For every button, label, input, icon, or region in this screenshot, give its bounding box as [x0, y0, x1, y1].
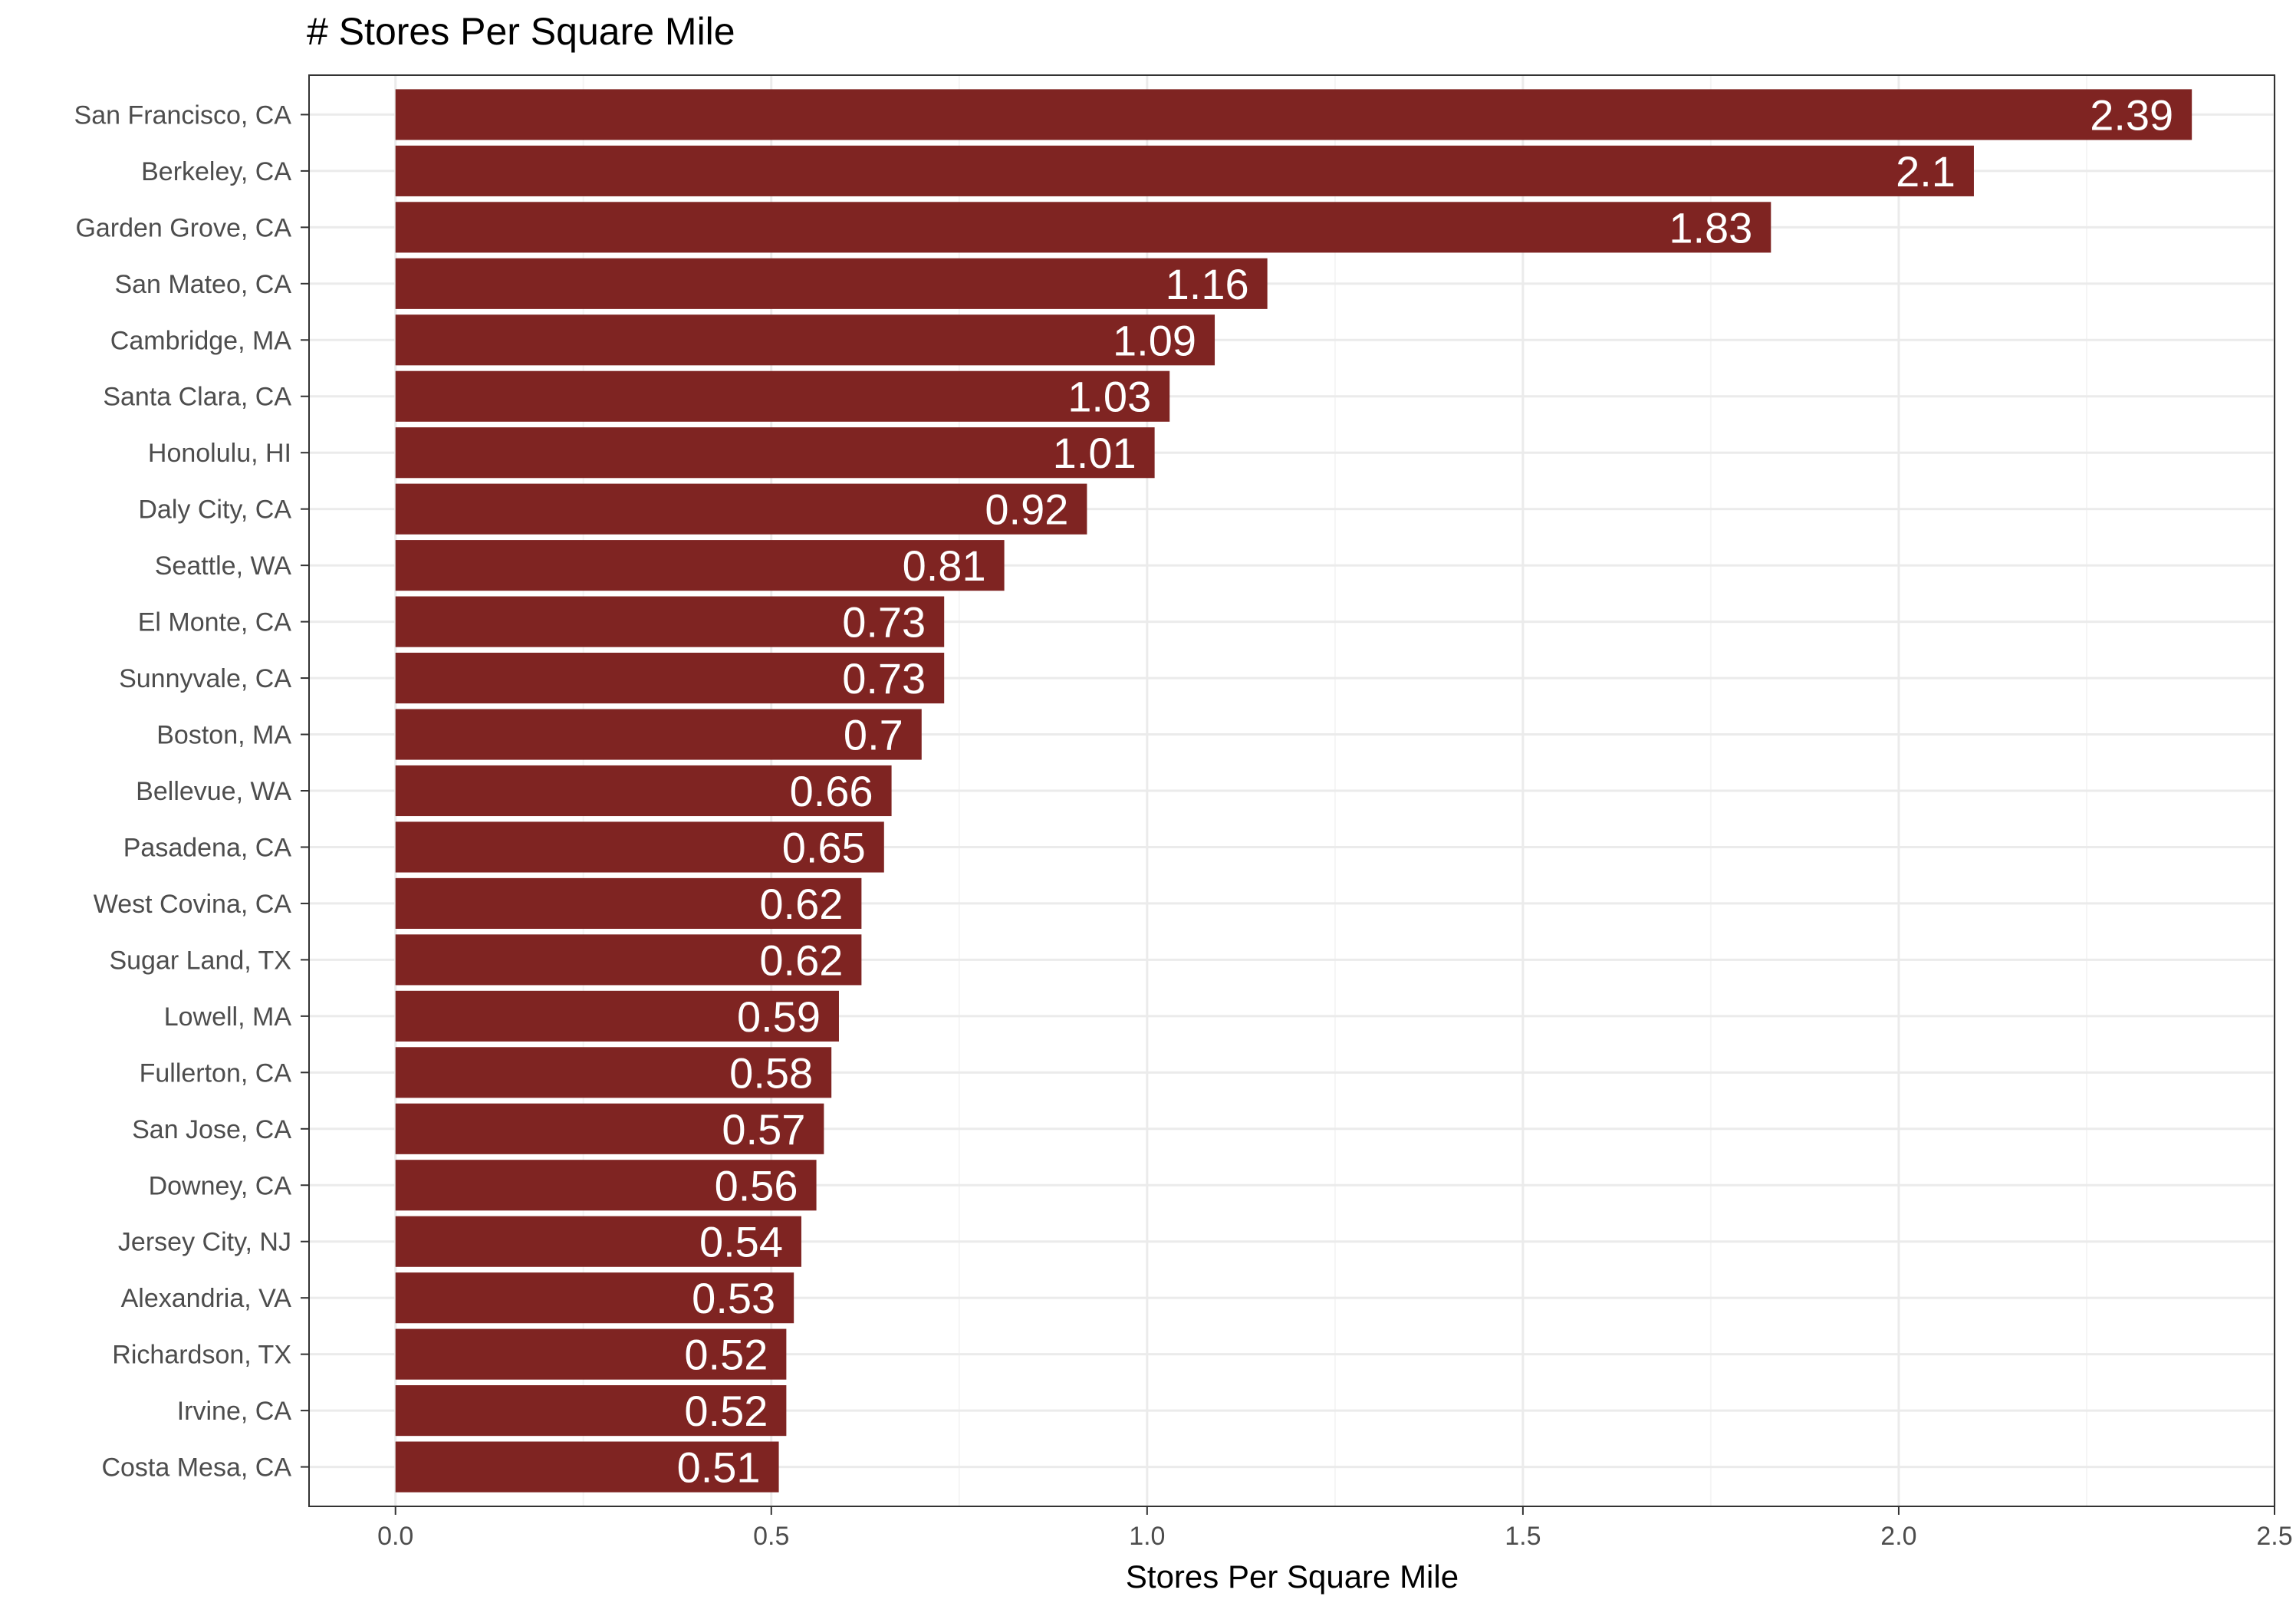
- bar-value-label: 2.39: [2090, 91, 2173, 139]
- bar-value-label: 0.66: [790, 767, 873, 815]
- bar-value-label: 0.53: [692, 1274, 775, 1322]
- bar: [395, 1441, 779, 1493]
- bar-value-label: 0.56: [715, 1161, 798, 1210]
- bar: [395, 709, 922, 760]
- x-tick-label: 1.5: [1505, 1522, 1541, 1551]
- bar-value-label: 0.65: [782, 823, 866, 871]
- y-tick-label: Alexandria, VA: [121, 1284, 292, 1313]
- bar: [395, 653, 945, 704]
- y-tick-label: West Covina, CA: [94, 890, 292, 919]
- y-tick-label: Sugar Land, TX: [109, 946, 291, 975]
- y-tick-label: Honolulu, HI: [148, 439, 291, 468]
- bar-value-label: 0.54: [699, 1218, 783, 1266]
- bar: [395, 540, 1005, 591]
- bar-value-label: 0.59: [737, 992, 821, 1041]
- bar-value-label: 1.03: [1067, 373, 1151, 421]
- x-tick-label: 1.0: [1129, 1522, 1165, 1551]
- y-tick-label: Fullerton, CA: [140, 1058, 292, 1088]
- y-tick-label: Lowell, MA: [164, 1002, 292, 1032]
- y-tick-label: Richardson, TX: [112, 1341, 291, 1370]
- bar: [395, 821, 884, 873]
- y-tick-label: Costa Mesa, CA: [101, 1453, 291, 1483]
- x-tick-label: 2.5: [2256, 1522, 2292, 1551]
- bar: [395, 990, 839, 1042]
- bar: [395, 1385, 787, 1437]
- bar-value-label: 1.83: [1669, 203, 1752, 252]
- bar-value-label: 0.58: [729, 1048, 813, 1097]
- bar-value-label: 0.51: [677, 1443, 761, 1492]
- y-tick-label: San Jose, CA: [132, 1115, 291, 1144]
- bar-value-label: 1.16: [1166, 260, 1249, 308]
- bar: [395, 1103, 824, 1154]
- bar: [395, 877, 862, 929]
- bars: [395, 89, 2192, 1493]
- x-tick-label: 0.5: [753, 1522, 789, 1551]
- bar: [395, 1160, 817, 1211]
- bar-value-label: 0.73: [842, 598, 926, 647]
- y-tick-label: Cambridge, MA: [110, 326, 292, 355]
- bar-value-label: 0.81: [903, 541, 986, 590]
- bar-value-label: 0.7: [844, 711, 903, 759]
- y-tick-label: Sunnyvale, CA: [119, 664, 291, 693]
- bar-value-label: 0.52: [684, 1387, 768, 1435]
- bar: [395, 1272, 794, 1324]
- bar: [395, 427, 1155, 479]
- bar: [395, 145, 1974, 196]
- y-tick-label: Jersey City, NJ: [118, 1228, 291, 1257]
- x-axis: 0.0 0.5 1.0 1.5 2.0 2.5: [377, 1506, 2293, 1551]
- bar: [395, 483, 1087, 535]
- bar: [395, 1047, 832, 1098]
- y-tick-label: Downey, CA: [149, 1171, 292, 1200]
- y-tick-label: San Francisco, CA: [74, 100, 292, 130]
- y-tick-label: Garden Grove, CA: [75, 213, 291, 242]
- bar: [395, 1328, 787, 1380]
- y-tick-label: El Monte, CA: [138, 608, 292, 637]
- y-tick-label: Berkeley, CA: [141, 157, 291, 186]
- bar-value-label: 0.57: [722, 1105, 805, 1154]
- bar-value-label: 0.52: [684, 1331, 768, 1379]
- bar: [395, 596, 945, 647]
- y-tick-label: Daly City, CA: [138, 495, 291, 525]
- bar: [395, 258, 1268, 309]
- bar: [395, 314, 1215, 366]
- chart-title: # Stores Per Square Mile: [307, 10, 735, 53]
- x-tick-label: 2.0: [1880, 1522, 1916, 1551]
- bar-value-label: 0.92: [985, 486, 1068, 534]
- bar: [395, 1216, 801, 1267]
- y-tick-label: Bellevue, WA: [136, 777, 291, 806]
- y-tick-label: San Mateo, CA: [114, 270, 291, 299]
- y-tick-label: Pasadena, CA: [123, 833, 292, 862]
- y-tick-label: Irvine, CA: [177, 1397, 292, 1426]
- bar: [395, 370, 1170, 422]
- bar-value-label: 0.62: [759, 880, 843, 928]
- y-tick-label: Boston, MA: [156, 721, 291, 750]
- x-tick-label: 0.0: [377, 1522, 413, 1551]
- bar-value-label: 1.01: [1053, 429, 1136, 477]
- bar-value-label: 2.1: [1896, 147, 1956, 196]
- bar: [395, 765, 892, 817]
- y-tick-label: Seattle, WA: [155, 551, 292, 581]
- bar-value-label: 0.62: [759, 936, 843, 984]
- bar: [395, 202, 1771, 253]
- data-labels: 2.39 2.1 1.83 1.16 1.09 1.03 1.01 0.92 0.81 0.73 0…: [677, 91, 2174, 1491]
- bar: [395, 89, 2192, 140]
- y-tick-label: Santa Clara, CA: [103, 383, 291, 412]
- bar-value-label: 0.73: [842, 654, 926, 703]
- y-axis: San Francisco, CA Berkeley, CA Garden Grov…: [74, 100, 309, 1483]
- bar: [395, 934, 862, 986]
- x-axis-title: Stores Per Square Mile: [1126, 1559, 1459, 1595]
- bar-value-label: 1.09: [1113, 316, 1196, 364]
